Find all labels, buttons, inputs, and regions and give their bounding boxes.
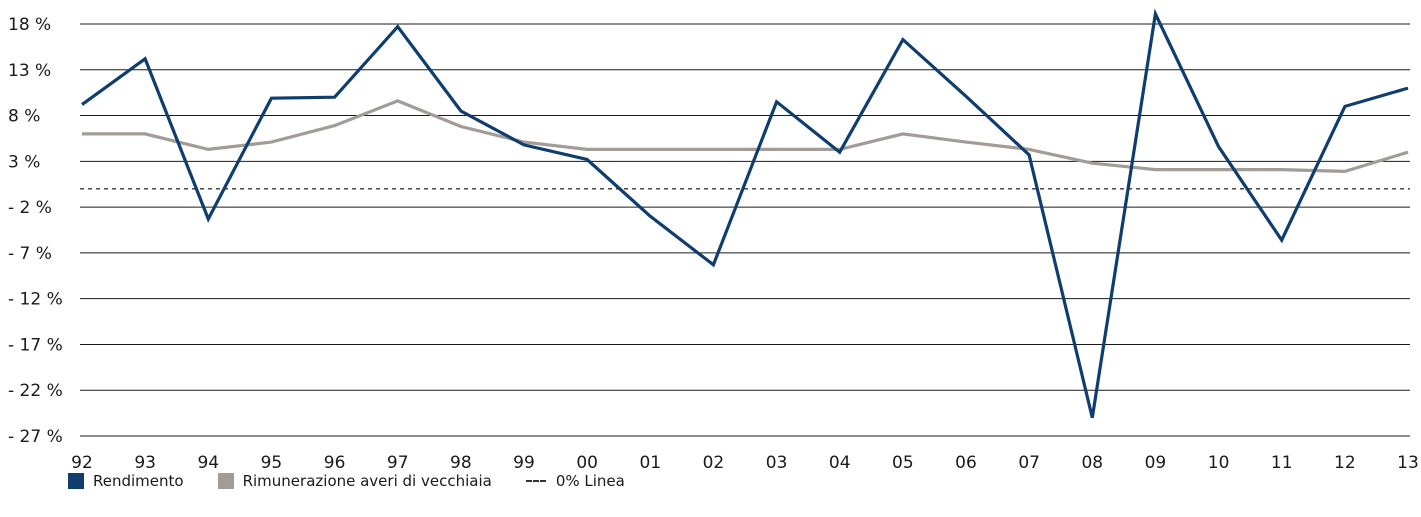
legend-swatch-rendimento <box>68 473 84 489</box>
legend-item-rimunerazione: Rimunerazione averi di vecchiaia <box>217 472 492 490</box>
x-tick-label: 00 <box>576 453 598 470</box>
x-tick-label: 98 <box>450 453 472 470</box>
legend-label-linea: 0% Linea <box>555 472 625 490</box>
y-tick-label: - 17 % <box>8 335 63 355</box>
y-tick-label: 13 % <box>8 61 51 81</box>
x-tick-label: 96 <box>324 453 346 470</box>
series-lines <box>81 8 1409 419</box>
x-tick-label: 11 <box>1271 453 1293 470</box>
line-chart: 18 % 13 % 8 % 3 % - 2 % - 7 % - 12 % - 17 % - 22… <box>8 8 1419 470</box>
legend-item-linea: 0% Linea <box>525 472 625 490</box>
series-line-rendimento <box>81 8 1409 419</box>
legend-label-rimunerazione: Rimunerazione averi di vecchiaia <box>242 472 492 490</box>
y-tick-label: - 7 % <box>8 244 52 264</box>
x-tick-label: 12 <box>1334 453 1356 470</box>
x-tick-label: 08 <box>1081 453 1103 470</box>
x-tick-label: 04 <box>829 453 851 470</box>
legend-item-rendimento: Rendimento <box>68 472 184 490</box>
x-tick-label: 02 <box>703 453 725 470</box>
x-axis-ticks: 92 93 94 95 96 97 98 99 00 01 02 03 04 05 06 07 08 09 10 11… <box>71 453 1419 470</box>
y-tick-label: 3 % <box>8 152 40 172</box>
x-tick-label: 06 <box>955 453 977 470</box>
grid-lines <box>80 23 1410 437</box>
y-tick-label: - 12 % <box>8 290 63 310</box>
x-tick-label: 09 <box>1145 453 1167 470</box>
legend-swatch-linea <box>525 480 546 482</box>
legend-label-rendimento: Rendimento <box>93 472 184 490</box>
x-tick-label: 99 <box>513 453 535 470</box>
x-tick-label: 03 <box>766 453 788 470</box>
y-tick-label: - 2 % <box>8 198 52 218</box>
legend-swatch-rimunerazione <box>217 473 234 489</box>
x-tick-label: 92 <box>71 453 93 470</box>
x-tick-label: 10 <box>1208 453 1230 470</box>
y-tick-label: 18 % <box>8 15 51 35</box>
y-tick-label: 8 % <box>8 107 40 127</box>
x-tick-label: 07 <box>1018 453 1040 470</box>
x-tick-label: 97 <box>387 453 409 470</box>
y-axis-ticks: 18 % 13 % 8 % 3 % - 2 % - 7 % - 12 % - 17 % - 22… <box>8 15 63 447</box>
x-tick-label: 13 <box>1397 453 1419 470</box>
x-tick-label: 05 <box>892 453 914 470</box>
x-tick-label: 94 <box>197 453 219 470</box>
x-tick-label: 93 <box>134 453 156 470</box>
legend: Rendimento Rimunerazione averi di vecchi… <box>68 472 659 490</box>
x-tick-label: 95 <box>261 453 283 470</box>
y-tick-label: - 22 % <box>8 381 63 401</box>
y-tick-label: - 27 % <box>8 427 63 447</box>
series-line-rimunerazione <box>82 99 1409 174</box>
x-tick-label: 01 <box>639 453 661 470</box>
